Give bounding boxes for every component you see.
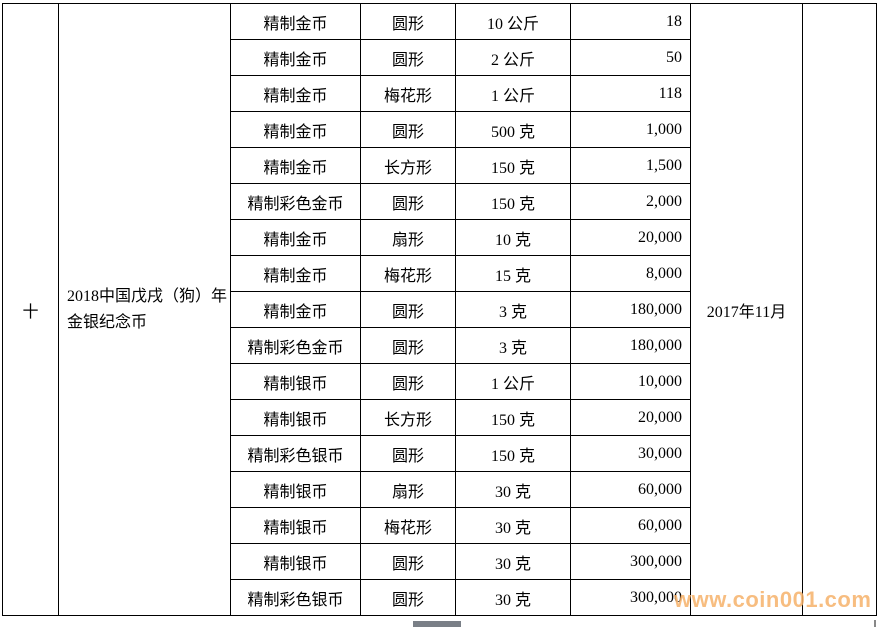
coin-mintage: 180,000 [570,327,691,364]
coin-shape: 圆形 [360,363,456,400]
table-row: 精制银币 梅花形 30 克 60,000 [3,507,877,544]
coin-mintage: 118 [570,75,691,112]
coin-weight: 3 克 [455,291,571,328]
coin-type: 精制金币 [230,39,361,76]
coin-mintage: 30,000 [570,435,691,472]
coin-type: 精制彩色银币 [230,435,361,472]
table-row: 精制金币 圆形 2 公斤 50 [3,39,877,76]
coin-mintage: 2,000 [570,183,691,220]
coin-type: 精制银币 [230,543,361,580]
coin-type: 精制银币 [230,471,361,508]
coin-type: 精制银币 [230,507,361,544]
coin-type: 精制彩色金币 [230,183,361,220]
coin-table: 十 2018中国戊戌（狗）年金银纪念币 精制金币 圆形 10 公斤 18 2017年11月精… [2,3,877,616]
coin-type: 精制金币 [230,3,361,40]
coin-weight: 150 克 [455,399,571,436]
coin-shape: 梅花形 [360,255,456,292]
table-row: 精制金币 梅花形 1 公斤 118 [3,75,877,112]
coin-shape: 圆形 [360,543,456,580]
coin-shape: 梅花形 [360,507,456,544]
coin-mintage: 10,000 [570,363,691,400]
table-row: 精制金币 长方形 150 克 1,500 [3,147,877,184]
table-row: 精制金币 圆形 500 克 1,000 [3,111,877,148]
coin-weight: 150 克 [455,435,571,472]
coin-type: 精制彩色银币 [230,579,361,616]
coin-weight: 10 克 [455,219,571,256]
coin-weight: 30 克 [455,579,571,616]
coin-weight: 1 公斤 [455,75,571,112]
coin-shape: 圆形 [360,327,456,364]
coin-type: 精制金币 [230,255,361,292]
coin-mintage: 50 [570,39,691,76]
coin-shape: 圆形 [360,183,456,220]
coin-type: 精制金币 [230,75,361,112]
coin-weight: 150 克 [455,147,571,184]
coin-type: 精制银币 [230,363,361,400]
scroll-tab[interactable] [413,621,461,627]
coin-weight: 10 公斤 [455,3,571,40]
coin-weight: 2 公斤 [455,39,571,76]
coin-mintage: 300,000 [570,579,691,616]
coin-type: 精制金币 [230,111,361,148]
coin-weight: 3 克 [455,327,571,364]
coin-mintage: 18 [570,3,691,40]
series-name: 2018中国戊戌（狗）年金银纪念币 [58,3,231,616]
coin-mintage: 60,000 [570,471,691,508]
coin-shape: 梅花形 [360,75,456,112]
table-row: 精制金币 扇形 10 克 20,000 [3,219,877,256]
coin-weight: 1 公斤 [455,363,571,400]
table-row: 精制彩色银币 圆形 30 克 300,000 [3,579,877,616]
table-row: 精制金币 梅花形 15 克 8,000 [3,255,877,292]
coin-mintage: 20,000 [570,219,691,256]
coin-mintage: 180,000 [570,291,691,328]
table-row: 精制金币 圆形 3 克 180,000 [3,291,877,328]
table-row: 十 2018中国戊戌（狗）年金银纪念币 精制金币 圆形 10 公斤 18 2017年11月 [2,3,877,616]
coin-type: 精制金币 [230,291,361,328]
coin-shape: 长方形 [360,399,456,436]
table-row: 精制银币 扇形 30 克 60,000 [3,471,877,508]
empty-cell [802,3,877,616]
coin-mintage: 60,000 [570,507,691,544]
coin-shape: 圆形 [360,579,456,616]
table-row: 精制彩色金币 圆形 150 克 2,000 [3,183,877,220]
coin-shape: 扇形 [360,471,456,508]
coin-weight: 30 克 [455,471,571,508]
group-index: 十 [2,3,59,616]
table-row: 精制银币 长方形 150 克 20,000 [3,399,877,436]
table-row: 精制彩色银币 圆形 150 克 30,000 [3,435,877,472]
coin-mintage: 1,500 [570,147,691,184]
coin-mintage: 20,000 [570,399,691,436]
issue-date: 2017年11月 [690,3,803,616]
coin-mintage: 1,000 [570,111,691,148]
table-row: 精制银币 圆形 30 克 300,000 [3,543,877,580]
coin-weight: 30 克 [455,543,571,580]
coin-shape: 圆形 [360,3,456,40]
coin-weight: 15 克 [455,255,571,292]
coin-shape: 圆形 [360,435,456,472]
scrollbar-edge[interactable] [874,620,876,627]
coin-shape: 圆形 [360,39,456,76]
coin-shape: 圆形 [360,291,456,328]
coin-type: 精制银币 [230,399,361,436]
watermark: www.coin001.com [674,587,872,612]
coin-type: 精制彩色金币 [230,327,361,364]
coin-mintage: 8,000 [570,255,691,292]
coin-shape: 扇形 [360,219,456,256]
coin-shape: 圆形 [360,111,456,148]
coin-weight: 150 克 [455,183,571,220]
coin-type: 精制金币 [230,219,361,256]
coin-weight: 500 克 [455,111,571,148]
coin-type: 精制金币 [230,147,361,184]
coin-weight: 30 克 [455,507,571,544]
coin-mintage: 300,000 [570,543,691,580]
coin-shape: 长方形 [360,147,456,184]
